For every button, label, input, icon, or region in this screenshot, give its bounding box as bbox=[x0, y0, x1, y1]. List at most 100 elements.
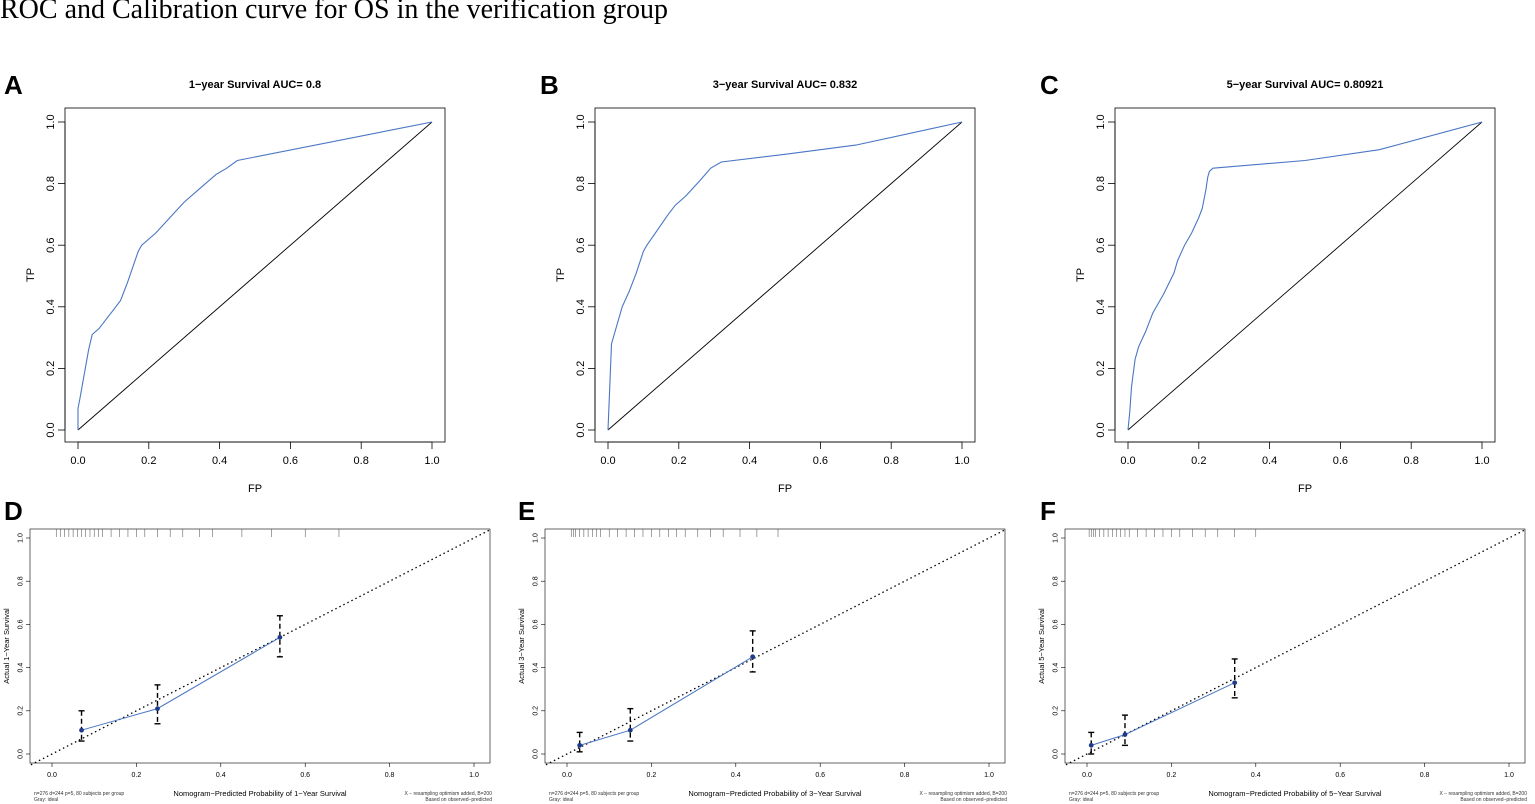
ideal-diagonal-line bbox=[545, 528, 1007, 766]
x-tick-label: 0.6 bbox=[300, 772, 310, 779]
x-tick-label: 0.0 bbox=[1082, 772, 1092, 779]
x-axis-label: FP bbox=[248, 483, 262, 495]
calibration-point bbox=[79, 727, 84, 733]
x-tick-label: 0.8 bbox=[385, 772, 395, 779]
x-tick-label: 0.8 bbox=[900, 772, 910, 779]
calibration-chart-5-year: 0.0 0.2 0.4 0.6 0.8 1.0 0.0 0.2 0.4 0.6 0.8 1.0 Nomo… bbox=[1037, 528, 1527, 803]
roc-chart-3-year: 3−year Survival AUC= 0.832 0.0 0.2 0.4 0.6 0.… bbox=[555, 79, 976, 495]
panel-letter-f: F bbox=[1040, 496, 1056, 526]
y-tick-label: 0.2 bbox=[17, 706, 24, 716]
calibration-curve-line bbox=[579, 656, 753, 746]
x-tick-label: 0.4 bbox=[216, 772, 226, 779]
footer-note-right: Based on observed−predicted bbox=[425, 797, 492, 803]
x-tick-label: 0.6 bbox=[1333, 455, 1348, 467]
calibration-point bbox=[627, 727, 633, 733]
x-axis-label: Nomogram−Predicted Probability of 3−Year… bbox=[688, 789, 861, 798]
y-tick-label: 0.8 bbox=[532, 576, 539, 586]
y-tick-label: 0.4 bbox=[17, 663, 24, 673]
y-tick-label: 0.0 bbox=[532, 749, 539, 759]
y-axis-label: TP bbox=[555, 268, 567, 282]
footer-note-left: Gray: ideal bbox=[1069, 797, 1093, 803]
x-tick-label: 0.4 bbox=[1262, 455, 1277, 467]
calibration-curve-line bbox=[1091, 682, 1235, 746]
x-tick-label: 0.6 bbox=[813, 455, 828, 467]
y-tick-label: 0.2 bbox=[575, 361, 587, 376]
x-tick-label: 1.0 bbox=[1474, 455, 1489, 467]
x-tick-label: 0.4 bbox=[212, 455, 227, 467]
calibration-point bbox=[750, 654, 756, 660]
y-tick-label: 0.0 bbox=[1095, 422, 1107, 437]
panel-letter-b: B bbox=[540, 70, 559, 100]
x-tick-label: 0.6 bbox=[1335, 772, 1345, 779]
ideal-diagonal-line bbox=[1065, 528, 1527, 766]
y-tick-label: 0.4 bbox=[575, 299, 587, 314]
footer-note-left: n=276 d=244 p=5, 80 subjects per group bbox=[549, 791, 639, 797]
x-tick-label: 0.4 bbox=[742, 455, 757, 467]
x-tick-label: 0.0 bbox=[562, 772, 572, 779]
footer-note-right: Based on observed−predicted bbox=[1460, 797, 1527, 803]
calibration-curve-line bbox=[81, 636, 281, 731]
roc-curve-line bbox=[1127, 121, 1483, 431]
x-tick-label: 0.8 bbox=[1404, 455, 1419, 467]
x-tick-label: 0.4 bbox=[1251, 772, 1261, 779]
x-tick-label: 1.0 bbox=[424, 455, 439, 467]
calibration-point bbox=[1088, 742, 1094, 748]
calibration-point bbox=[1122, 732, 1128, 737]
calibration-point bbox=[1232, 680, 1238, 686]
panel-letter-c: C bbox=[1040, 70, 1059, 100]
y-tick-label: 0.8 bbox=[1095, 176, 1107, 191]
roc-curve-line bbox=[77, 121, 433, 430]
y-tick-label: 0.8 bbox=[45, 176, 57, 191]
x-tick-label: 0.0 bbox=[70, 455, 85, 467]
y-tick-label: 0.2 bbox=[1052, 706, 1059, 716]
chart-title: 5−year Survival AUC= 0.80921 bbox=[1227, 79, 1384, 91]
x-tick-label: 0.0 bbox=[1120, 455, 1135, 467]
y-tick-label: 0.2 bbox=[532, 706, 539, 716]
y-tick-label: 0.0 bbox=[1052, 749, 1059, 759]
footer-note-left: n=276 d=244 p=5, 80 subjects per group bbox=[1069, 791, 1159, 797]
plot-frame bbox=[1064, 528, 1526, 764]
x-tick-label: 0.2 bbox=[141, 455, 156, 467]
y-tick-label: 0.8 bbox=[1052, 576, 1059, 586]
y-tick-label: 0.6 bbox=[17, 619, 24, 629]
calibration-point bbox=[277, 634, 283, 640]
y-tick-label: 0.8 bbox=[575, 176, 587, 191]
calibration-point bbox=[577, 742, 583, 748]
y-tick-label: 0.4 bbox=[1052, 663, 1059, 673]
x-tick-label: 0.0 bbox=[600, 455, 615, 467]
y-tick-label: 0.8 bbox=[17, 576, 24, 586]
panel-letter-e: E bbox=[518, 496, 536, 526]
reference-diagonal-line bbox=[607, 121, 963, 431]
y-tick-label: 0.2 bbox=[1095, 361, 1107, 376]
y-tick-label: 0.4 bbox=[45, 299, 57, 314]
y-axis-label: TP bbox=[1075, 268, 1087, 282]
footer-note-right: X − resampling optimism added, B=200 bbox=[919, 791, 1007, 797]
footer-note-left: n=276 d=244 p=5, 80 subjects per group bbox=[34, 791, 124, 797]
x-tick-label: 0.8 bbox=[354, 455, 369, 467]
y-tick-label: 0.4 bbox=[532, 663, 539, 673]
x-tick-label: 1.0 bbox=[954, 455, 969, 467]
roc-chart-1-year: 1−year Survival AUC= 0.8 0.0 0.2 0.4 0.6 0.8 1… bbox=[25, 79, 446, 495]
y-tick-label: 0.6 bbox=[1095, 238, 1107, 253]
reference-diagonal-line bbox=[1127, 121, 1483, 431]
x-tick-label: 0.0 bbox=[47, 772, 57, 779]
x-tick-label: 0.2 bbox=[671, 455, 686, 467]
panel-letter-d: D bbox=[4, 496, 23, 526]
y-tick-label: 1.0 bbox=[45, 114, 57, 129]
x-tick-label: 1.0 bbox=[469, 772, 479, 779]
roc-chart-5-year: 5−year Survival AUC= 0.80921 0.0 0.2 0.4 0.6… bbox=[1075, 79, 1496, 495]
y-tick-label: 1.0 bbox=[1052, 533, 1059, 543]
plot-frame bbox=[544, 528, 1006, 764]
x-tick-label: 0.2 bbox=[1167, 772, 1177, 779]
y-tick-label: 0.0 bbox=[575, 422, 587, 437]
x-tick-label: 0.6 bbox=[815, 772, 825, 779]
x-tick-label: 0.8 bbox=[884, 455, 899, 467]
y-tick-label: 1.0 bbox=[17, 533, 24, 543]
y-tick-label: 0.0 bbox=[45, 422, 57, 437]
x-axis-label: FP bbox=[1298, 483, 1312, 495]
y-tick-label: 0.6 bbox=[1052, 619, 1059, 629]
footer-note-right: Based on observed−predicted bbox=[940, 797, 1007, 803]
chart-title: 1−year Survival AUC= 0.8 bbox=[189, 79, 321, 91]
calibration-point bbox=[155, 706, 160, 712]
y-axis-label: Actual 5−Year Survival bbox=[1037, 608, 1046, 684]
